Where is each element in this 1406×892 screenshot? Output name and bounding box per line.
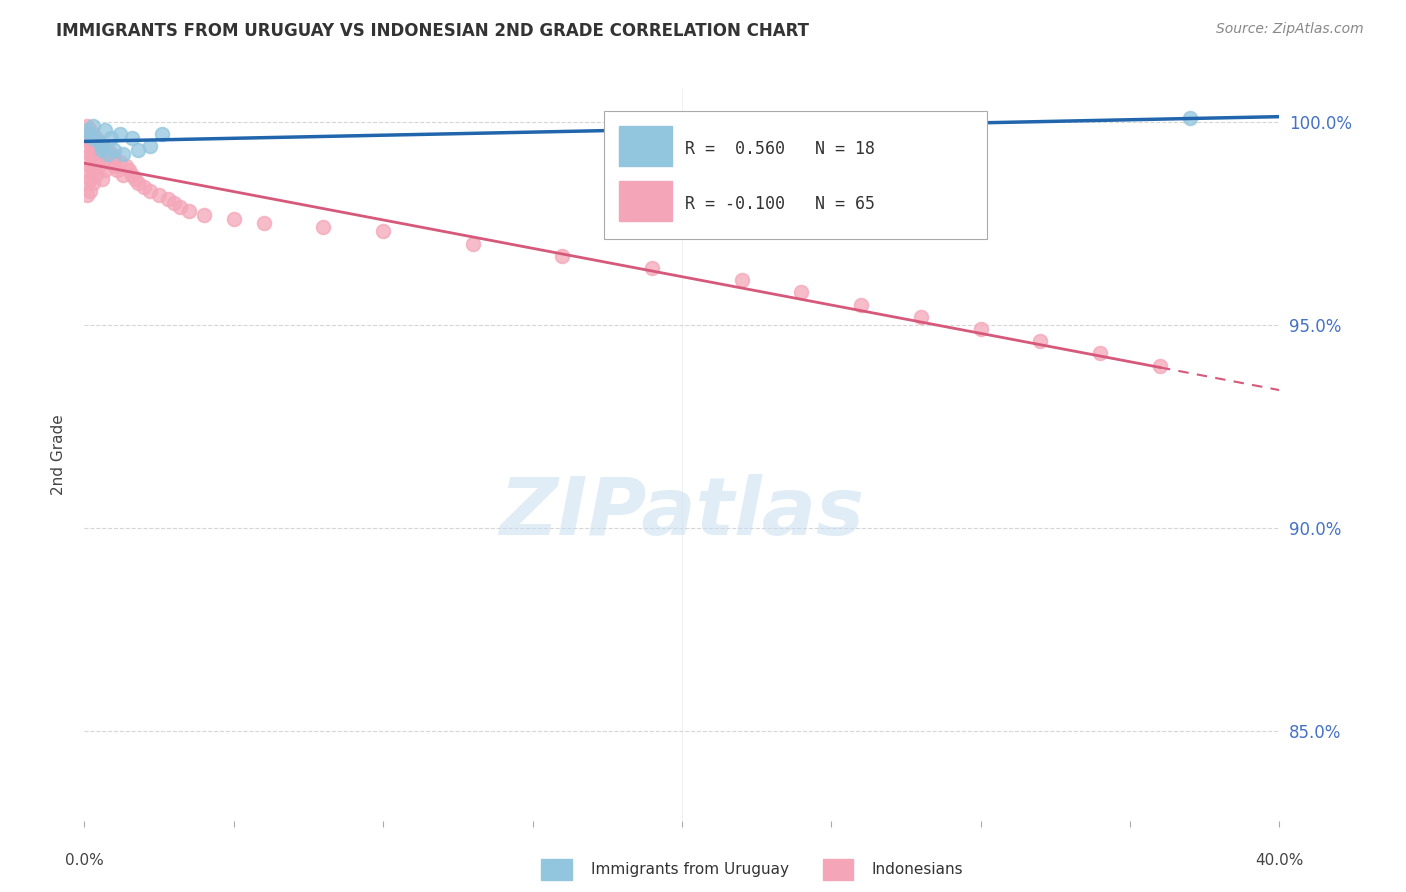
Point: [1149, 359, 1171, 373]
Point: [371, 224, 394, 238]
FancyBboxPatch shape: [619, 180, 672, 221]
Text: R =  0.560   N = 18: R = 0.560 N = 18: [686, 140, 876, 159]
Point: [127, 176, 149, 190]
Text: ZIPatlas: ZIPatlas: [499, 475, 865, 552]
Point: [222, 212, 245, 227]
Point: [79, 135, 101, 149]
Point: [124, 171, 146, 186]
Point: [79, 147, 101, 161]
Point: [86, 131, 108, 145]
Point: [312, 220, 335, 235]
Point: [91, 171, 114, 186]
Point: [82, 127, 104, 141]
Point: [193, 208, 215, 222]
Point: [97, 143, 120, 157]
Point: [121, 131, 143, 145]
Point: [731, 273, 754, 287]
Point: [103, 160, 125, 174]
Point: [91, 143, 114, 157]
Point: [163, 196, 186, 211]
Point: [253, 216, 276, 230]
Point: [132, 179, 156, 194]
Point: [82, 163, 104, 178]
Point: [94, 123, 117, 137]
Point: [89, 135, 111, 149]
Point: [82, 131, 104, 145]
Point: [148, 187, 170, 202]
Point: [157, 192, 180, 206]
Point: [139, 184, 162, 198]
Text: 0.0%: 0.0%: [65, 853, 104, 868]
Point: [94, 151, 117, 165]
Point: [97, 147, 120, 161]
Point: [551, 249, 574, 263]
Point: [118, 163, 141, 178]
Point: [89, 160, 111, 174]
Point: [849, 297, 872, 311]
Text: Indonesians: Indonesians: [872, 863, 963, 877]
Point: [127, 143, 149, 157]
Point: [150, 127, 173, 141]
Y-axis label: 2nd Grade: 2nd Grade: [51, 415, 66, 495]
Point: [115, 160, 138, 174]
Point: [1088, 346, 1111, 360]
Text: 40.0%: 40.0%: [1256, 853, 1303, 868]
Point: [82, 119, 104, 133]
Point: [86, 143, 108, 157]
Point: [86, 155, 108, 169]
Point: [79, 171, 101, 186]
Point: [76, 187, 98, 202]
Point: [461, 236, 484, 251]
Point: [169, 200, 191, 214]
Point: [82, 151, 104, 165]
Point: [76, 119, 98, 133]
Text: R = -0.100   N = 65: R = -0.100 N = 65: [686, 195, 876, 213]
Point: [82, 176, 104, 190]
Point: [139, 139, 162, 153]
Point: [910, 310, 932, 324]
Text: Immigrants from Uruguay: Immigrants from Uruguay: [591, 863, 789, 877]
Point: [100, 147, 122, 161]
Point: [112, 147, 135, 161]
Point: [79, 127, 101, 141]
Point: [76, 139, 98, 153]
FancyBboxPatch shape: [619, 126, 672, 166]
Point: [94, 163, 117, 178]
Point: [790, 285, 813, 300]
Point: [76, 163, 98, 178]
Point: [1178, 111, 1201, 125]
FancyBboxPatch shape: [605, 112, 987, 239]
Text: IMMIGRANTS FROM URUGUAY VS INDONESIAN 2ND GRADE CORRELATION CHART: IMMIGRANTS FROM URUGUAY VS INDONESIAN 2N…: [56, 22, 810, 40]
Point: [1029, 334, 1052, 348]
Point: [76, 176, 98, 190]
Point: [79, 184, 101, 198]
Point: [112, 168, 135, 182]
Point: [82, 139, 104, 153]
Point: [89, 147, 111, 161]
Point: [177, 204, 200, 219]
Point: [105, 163, 128, 178]
Point: [91, 139, 114, 153]
Point: [91, 139, 114, 153]
Point: [79, 123, 101, 137]
Point: [100, 131, 122, 145]
Text: Source: ZipAtlas.com: Source: ZipAtlas.com: [1216, 22, 1364, 37]
Point: [76, 123, 98, 137]
Point: [103, 151, 125, 165]
Point: [110, 155, 132, 169]
Point: [76, 127, 98, 141]
Point: [121, 168, 143, 182]
Point: [103, 143, 125, 157]
Point: [79, 160, 101, 174]
Point: [641, 260, 664, 275]
Point: [97, 155, 120, 169]
Point: [76, 151, 98, 165]
Point: [89, 135, 111, 149]
Point: [86, 168, 108, 182]
Point: [970, 322, 993, 336]
Point: [110, 127, 132, 141]
